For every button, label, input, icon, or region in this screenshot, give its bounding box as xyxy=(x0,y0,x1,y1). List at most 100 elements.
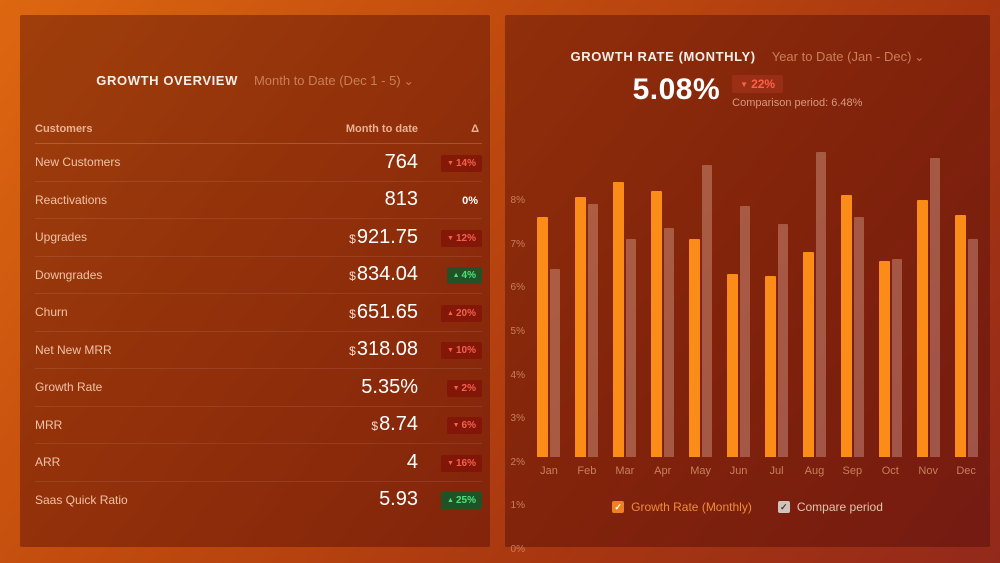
bar-group xyxy=(720,108,758,457)
table-row[interactable]: MRR $8.74 ▼ 6% xyxy=(35,407,482,444)
metric-number: 834.04 xyxy=(356,263,418,286)
x-axis-label: Jul xyxy=(769,465,784,477)
y-tick-label: 3% xyxy=(510,413,525,425)
down-arrow-icon: ▼ xyxy=(452,422,460,430)
delta-badge: ▼ 6% xyxy=(446,417,482,435)
legend-label: Growth Rate (Monthly) xyxy=(631,500,752,514)
big-number-side: ▼ 22% Comparison period: 6.48% xyxy=(732,73,862,109)
bar-chart: 8% 7% 6% 5% 4% 3% 2% 1% 0% Jan Feb Mar Apr May Jun Jul… xyxy=(505,108,990,555)
checkbox-icon[interactable]: ✓ xyxy=(777,501,790,513)
metric-number: 318.08 xyxy=(356,338,418,361)
table-row[interactable]: New Customers 764 ▼ 14% xyxy=(35,144,482,182)
growth-rate-bar xyxy=(840,195,852,457)
delta-percent: 16% xyxy=(455,457,476,469)
down-arrow-icon: ▼ xyxy=(452,384,460,392)
table-row[interactable]: Reactivations 813 0% xyxy=(35,182,482,219)
compare-period-bar xyxy=(702,164,713,457)
x-axis-label: Apr xyxy=(654,465,672,477)
metric-label: ARR xyxy=(35,455,61,470)
table-row[interactable]: ARR 4 ▼ 16% xyxy=(35,444,482,482)
growth-rate-title: GROWTH RATE (MONTHLY) xyxy=(570,49,756,64)
bar-group xyxy=(606,108,644,457)
x-axis-label: Dec xyxy=(956,465,976,477)
down-arrow-icon: ▼ xyxy=(447,234,454,242)
bar-group xyxy=(871,108,909,457)
delta-cell: ▼ 12% xyxy=(418,228,482,247)
compare-period-bar xyxy=(967,238,978,457)
table-row[interactable]: Downgrades $834.04 ▲ 4% xyxy=(35,257,482,294)
metric-label: Reactivations xyxy=(35,192,108,207)
x-axis-label: Jan xyxy=(540,465,558,477)
growth-overview-table: Customers Month to date Δ New Customers 7… xyxy=(35,115,482,518)
metric-label: Growth Rate xyxy=(35,380,103,395)
legend-item[interactable]: ✓ Growth Rate (Monthly) xyxy=(612,500,752,514)
metric-value: $834.04 xyxy=(248,263,418,286)
up-arrow-icon: ▲ xyxy=(447,309,454,317)
down-arrow-icon: ▼ xyxy=(447,459,454,467)
x-axis-label: Oct xyxy=(881,465,899,477)
chevron-down-icon: ⌄ xyxy=(914,50,925,64)
compare-period-bar xyxy=(588,203,599,457)
growth-rate-bar xyxy=(613,182,625,457)
delta-percent: 12% xyxy=(455,232,476,244)
growth-rate-period-dropdown[interactable]: Year to Date (Jan - Dec) ⌄ xyxy=(771,49,925,64)
delta-badge: 0% xyxy=(462,194,478,207)
x-axis-label: Mar xyxy=(615,465,635,477)
growth-rate-bar xyxy=(689,238,701,457)
y-tick-label: 6% xyxy=(510,282,525,294)
bar-group xyxy=(909,108,947,457)
compare-period-bar xyxy=(891,258,902,457)
compare-period-bar xyxy=(664,227,675,457)
delta-cell: ▼ 6% xyxy=(418,415,482,435)
checkbox-icon[interactable]: ✓ xyxy=(612,501,625,513)
currency-symbol: $ xyxy=(349,269,356,284)
metric-label: Upgrades xyxy=(35,230,88,245)
bar-group xyxy=(568,108,606,457)
currency-symbol: $ xyxy=(349,344,356,359)
legend-item[interactable]: ✓ Compare period xyxy=(777,500,883,514)
metric-value: 5.35% xyxy=(248,376,418,399)
compare-period-bar xyxy=(740,206,751,457)
up-arrow-icon: ▲ xyxy=(452,272,460,280)
metric-value: 5.93 xyxy=(248,488,418,511)
metric-value: $8.74 xyxy=(248,413,418,436)
metric-label: Downgrades xyxy=(35,267,103,282)
metric-value: 813 xyxy=(248,188,418,211)
delta-cell: ▲ 25% xyxy=(418,490,482,510)
bar-group xyxy=(947,108,985,457)
growth-rate-bar xyxy=(802,251,814,457)
chart-legend: ✓ Growth Rate (Monthly) ✓ Compare period xyxy=(505,500,990,514)
x-axis-label: Sep xyxy=(842,465,863,477)
x-axis-label: Feb xyxy=(577,465,597,477)
metric-number: 5.93 xyxy=(379,488,418,511)
growth-rate-bar xyxy=(537,217,549,457)
delta-cell: 0% xyxy=(418,191,482,209)
metric-label: Net New MRR xyxy=(35,342,112,357)
growth-rate-bar xyxy=(727,273,739,457)
table-row[interactable]: Growth Rate 5.35% ▼ 2% xyxy=(35,369,482,407)
y-tick-label: 0% xyxy=(510,544,525,555)
y-tick-label: 4% xyxy=(510,369,525,381)
table-body: New Customers 764 ▼ 14% Reactivations 813 0% Up… xyxy=(35,144,482,518)
bar-group xyxy=(530,108,568,457)
growth-overview-card: GROWTH OVERVIEW Month to Date (Dec 1 - 5… xyxy=(20,15,490,547)
y-tick-label: 2% xyxy=(510,456,525,468)
metric-value: 764 xyxy=(248,151,418,174)
delta-badge: ▼ 16% xyxy=(441,454,482,472)
growth-overview-period-dropdown[interactable]: Month to Date (Dec 1 - 5) ⌄ xyxy=(253,73,414,88)
currency-symbol: $ xyxy=(349,306,356,321)
delta-cell: ▼ 16% xyxy=(418,453,482,472)
table-row[interactable]: Net New MRR $318.08 ▼ 10% xyxy=(35,332,482,369)
metric-value: 4 xyxy=(248,451,418,474)
table-row[interactable]: Churn $651.65 ▲ 20% xyxy=(35,294,482,332)
compare-period-bar xyxy=(853,217,864,457)
y-tick-label: 5% xyxy=(510,325,525,337)
down-arrow-icon: ▼ xyxy=(740,80,749,89)
delta-badge: ▼ 14% xyxy=(441,154,482,172)
metric-number: 813 xyxy=(384,188,418,211)
x-axis-label: May xyxy=(690,465,712,477)
delta-cell: ▼ 2% xyxy=(418,378,482,397)
table-row[interactable]: Upgrades $921.75 ▼ 12% xyxy=(35,219,482,257)
table-row[interactable]: Saas Quick Ratio 5.93 ▲ 25% xyxy=(35,482,482,519)
delta-percent: 4% xyxy=(461,270,476,282)
